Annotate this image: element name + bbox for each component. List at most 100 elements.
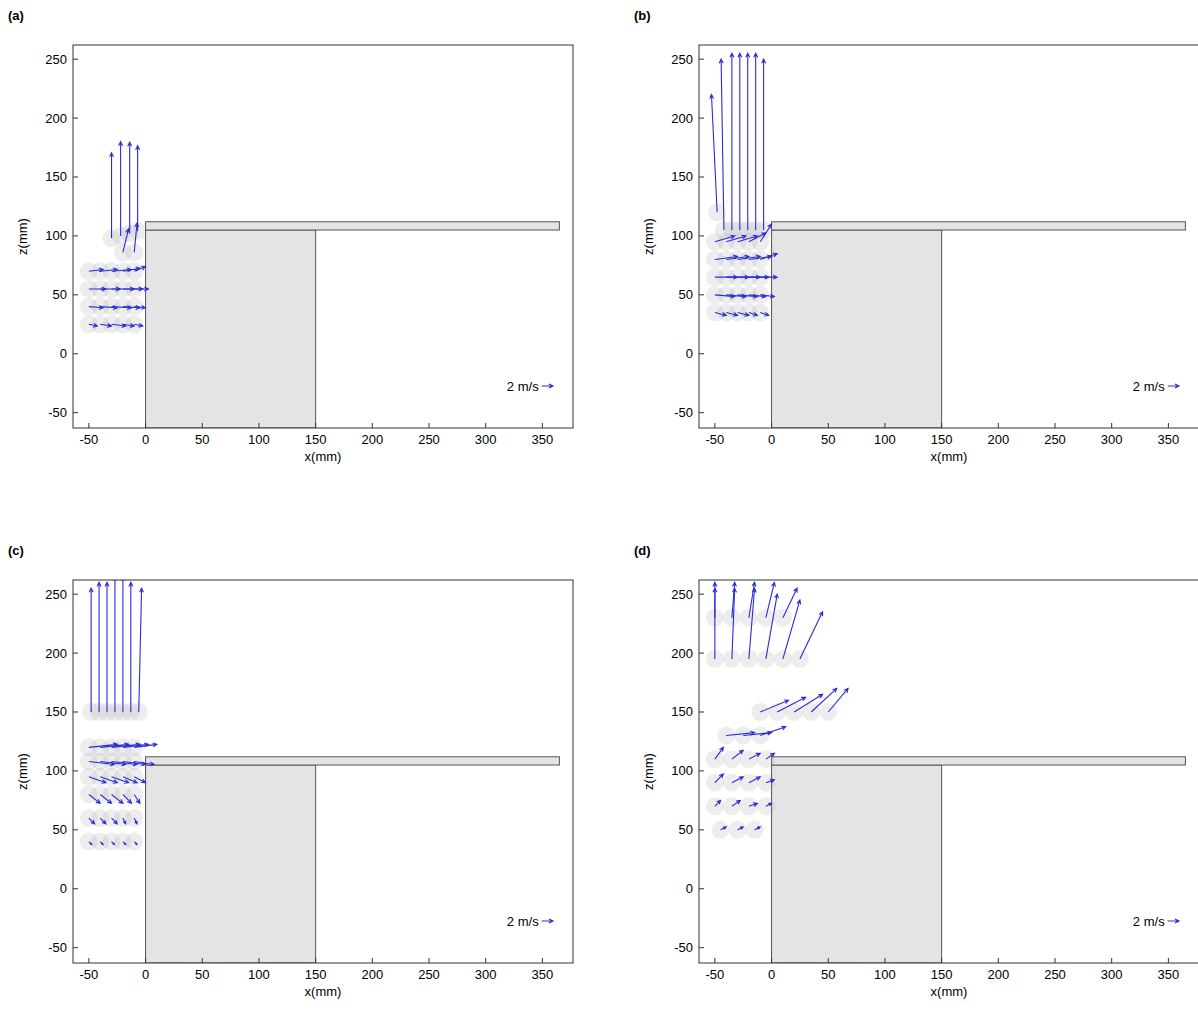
deck <box>146 222 560 230</box>
flow-shade <box>751 304 769 322</box>
y-tick <box>699 294 704 295</box>
x-tick <box>714 958 715 963</box>
y-tick-label: 150 <box>45 169 67 184</box>
y-tick <box>73 118 78 119</box>
velocity-vector <box>119 142 123 236</box>
velocity-vector <box>760 726 786 735</box>
x-tick-label: 150 <box>931 967 953 982</box>
x-tick <box>372 423 373 428</box>
x-tick-label: -50 <box>705 432 724 447</box>
velocity-vector <box>732 582 736 617</box>
flow-shade <box>774 609 792 627</box>
x-tick <box>145 423 146 428</box>
y-tick <box>699 770 704 771</box>
y-tick-label: 200 <box>45 111 67 126</box>
flow-shade <box>706 797 724 815</box>
velocity-vector <box>113 580 117 712</box>
x-tick <box>202 423 203 428</box>
x-tick-label: 0 <box>768 967 775 982</box>
y-tick-label: 50 <box>679 287 693 302</box>
velocity-vector <box>794 694 822 712</box>
y-axis-title: z(mm) <box>15 753 30 790</box>
velocity-vector <box>112 794 123 803</box>
velocity-vector <box>749 582 756 617</box>
y-tick <box>73 59 78 60</box>
flow-shade <box>125 809 143 827</box>
x-tick-label: 200 <box>361 432 383 447</box>
velocity-vector <box>760 700 788 712</box>
velocity-vector <box>121 580 125 712</box>
x-axis-title: x(mm) <box>305 984 342 999</box>
deck <box>146 757 560 765</box>
velocity-vector <box>139 588 144 712</box>
velocity-vector <box>715 774 724 783</box>
velocity-vector <box>715 235 735 242</box>
velocity-vector <box>100 842 103 845</box>
velocity-vector <box>134 223 138 252</box>
velocity-vector <box>749 588 756 659</box>
x-tick <box>771 958 772 963</box>
x-tick-label: 250 <box>418 967 440 982</box>
flow-shade <box>785 703 803 721</box>
velocity-vector <box>732 750 743 759</box>
flow-shade <box>734 727 752 745</box>
y-axis-title: z(mm) <box>15 218 30 255</box>
velocity-vector <box>726 313 737 317</box>
velocity-vector <box>97 582 101 712</box>
velocity-vector <box>738 53 742 230</box>
x-tick-label: 50 <box>195 967 209 982</box>
flow-shade <box>740 609 758 627</box>
velocity-vector <box>760 224 771 242</box>
x-tick <box>714 423 715 428</box>
y-axis-title: z(mm) <box>641 218 656 255</box>
plot-frame <box>73 580 573 963</box>
x-tick-label: 350 <box>1158 432 1180 447</box>
y-tick <box>73 594 78 595</box>
flow-shade <box>712 821 730 839</box>
velocity-vector <box>749 777 760 783</box>
velocity-vector <box>783 588 797 617</box>
panel: (a)-50050100150200250300350-500501001502… <box>8 8 573 464</box>
velocity-vector <box>732 588 737 659</box>
x-tick-label: 0 <box>142 432 149 447</box>
y-tick <box>699 412 704 413</box>
y-tick <box>699 653 704 654</box>
reference-label: 2 m/s <box>507 379 539 394</box>
velocity-vector <box>749 312 758 316</box>
x-tick-label: 350 <box>532 967 554 982</box>
velocity-vector <box>766 779 775 783</box>
x-tick-label: 350 <box>1158 967 1180 982</box>
panel: (b)-50050100150200250300350-500501001502… <box>634 8 1198 464</box>
x-tick <box>941 958 942 963</box>
x-tick <box>884 423 885 428</box>
reference-label: 2 m/s <box>1133 379 1165 394</box>
flow-shade <box>729 821 747 839</box>
x-tick-label: 0 <box>142 967 149 982</box>
x-tick-label: 150 <box>931 432 953 447</box>
velocity-vector <box>105 582 109 712</box>
velocity-vector <box>754 53 758 230</box>
plot-area <box>80 142 560 428</box>
y-tick <box>699 59 704 60</box>
caisson <box>146 765 316 963</box>
velocity-vector <box>123 842 126 845</box>
plot-area <box>706 582 1186 963</box>
x-tick-label: 300 <box>475 432 497 447</box>
velocity-vector <box>112 842 115 845</box>
x-tick-label: 200 <box>987 967 1009 982</box>
velocity-vector <box>715 800 721 806</box>
flow-shade <box>746 821 764 839</box>
velocity-vector <box>100 818 106 824</box>
x-tick <box>542 958 543 963</box>
x-tick-label: 100 <box>248 432 270 447</box>
panel-letter: (c) <box>8 543 24 558</box>
y-tick-label: -50 <box>674 405 693 420</box>
y-tick <box>73 294 78 295</box>
x-tick <box>258 423 259 428</box>
y-tick-label: 100 <box>45 763 67 778</box>
velocity-vector <box>89 794 100 803</box>
velocity-vector <box>766 582 775 617</box>
y-tick <box>699 711 704 712</box>
x-tick-label: 200 <box>361 967 383 982</box>
flow-shade <box>740 750 758 768</box>
